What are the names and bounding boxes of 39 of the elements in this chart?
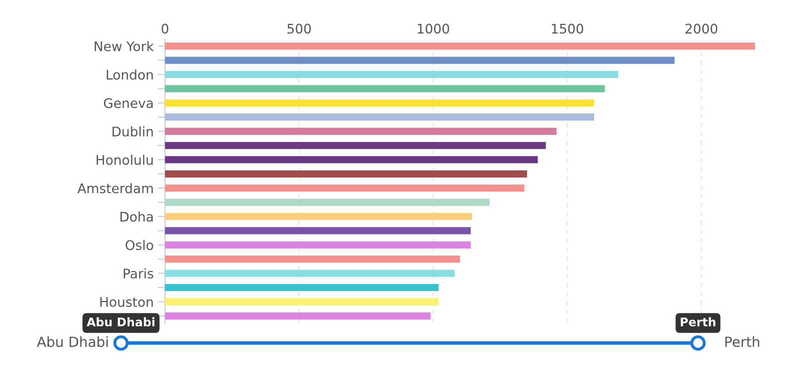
bar — [165, 42, 755, 50]
text: Abu Dhabi — [36, 336, 108, 348]
y-tick-label: Paris — [124, 268, 154, 278]
bar — [165, 184, 524, 192]
y-tick-label: Amsterdam — [77, 183, 153, 194]
bar — [165, 256, 460, 263]
bar — [165, 85, 605, 92]
y-tick-label: Honolulu — [96, 154, 153, 165]
bar — [165, 212, 472, 220]
y-tick-label: London — [106, 69, 153, 80]
x-tick-label: 500 — [288, 24, 311, 34]
x-tick-label: 1000 — [418, 24, 450, 34]
bar — [165, 170, 528, 178]
y-tick-label: Oslo — [126, 240, 154, 250]
bar — [165, 128, 557, 135]
y-tick-label: Doha — [120, 211, 153, 222]
bar — [165, 298, 439, 306]
bar — [165, 270, 455, 277]
bar — [165, 70, 618, 78]
bar — [165, 142, 546, 150]
y-tick-label: Geneva — [104, 98, 153, 108]
y-tick-label: Houston — [100, 297, 153, 307]
x-tick-label: 0 — [162, 24, 168, 34]
bar — [165, 312, 430, 320]
bar — [165, 198, 490, 206]
bar — [165, 56, 675, 64]
bar — [165, 99, 594, 106]
bar — [165, 156, 538, 164]
text: Perth — [725, 336, 760, 348]
y-tick-label: New York — [94, 41, 154, 52]
x-tick-label: 1500 — [552, 24, 584, 34]
bar — [165, 227, 471, 234]
x-tick-label: 2000 — [686, 24, 718, 34]
y-tick-label: Dublin — [112, 126, 153, 136]
text: Abu Dhabi — [86, 317, 154, 326]
bar — [165, 241, 471, 248]
annotation: Perth — [680, 317, 716, 326]
bar — [165, 284, 439, 292]
bar — [165, 114, 594, 121]
